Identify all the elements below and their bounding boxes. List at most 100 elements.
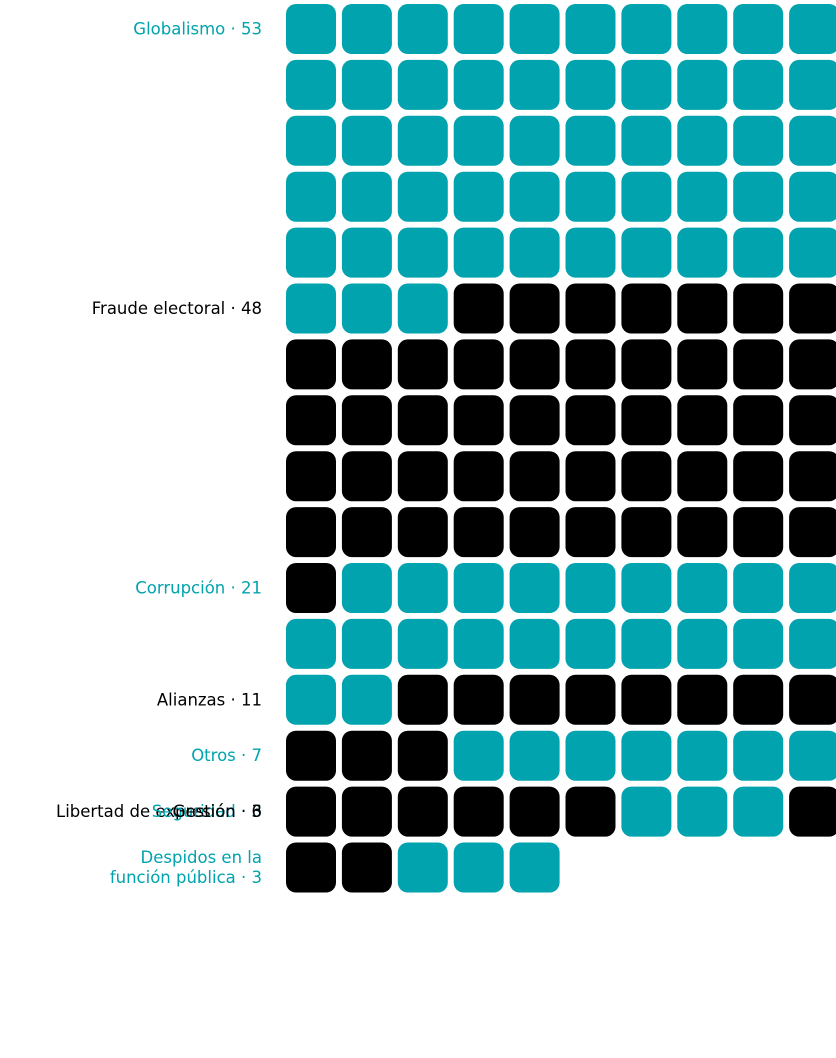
waffle-cell [565,786,616,837]
waffle-cell [509,171,560,222]
waffle-cell [789,339,836,390]
waffle-cell [397,507,448,558]
waffle-cell [789,730,836,781]
waffle-cell [341,618,392,669]
waffle-cell [453,618,504,669]
waffle-cell [397,730,448,781]
waffle-cell [621,563,672,613]
waffle-cell [453,786,504,837]
waffle-cell [621,451,672,502]
waffle-cell [621,283,672,334]
category-corrupcion [286,563,836,725]
waffle-cell [286,786,336,837]
waffle-cell [397,115,448,166]
waffle-cell [565,674,616,725]
waffle-cell [453,563,504,613]
waffle-cell [509,618,560,669]
waffle-cell [677,730,728,781]
waffle-cell [286,395,336,446]
waffle-cell [397,59,448,110]
waffle-cell [677,171,728,222]
waffle-cell [565,507,616,558]
waffle-cell [397,618,448,669]
waffle-cell [286,563,336,613]
waffle-cell [621,674,672,725]
waffle-cell [621,507,672,558]
waffle-cell [509,451,560,502]
waffle-cell [621,171,672,222]
waffle-cell [397,4,448,54]
waffle-cell [677,115,728,166]
waffle-cell [509,507,560,558]
waffle-cell [789,451,836,502]
waffle-cell [789,4,836,54]
waffle-cell [677,4,728,54]
waffle-cell [733,227,784,278]
waffle-cell [677,227,728,278]
waffle-cell [621,730,672,781]
waffle-cell [286,618,336,669]
waffle-cell [453,4,504,54]
waffle-cell [621,115,672,166]
waffle-cell [453,171,504,222]
waffle-cell [565,227,616,278]
waffle-cell [341,4,392,54]
waffle-cell [677,563,728,613]
category-fraude-electoral [286,283,836,613]
waffle-cell [453,339,504,390]
waffle-cell [509,730,560,781]
waffle-cell [286,283,336,334]
waffle-cell [341,674,392,725]
category-label: Despidos en la función pública · 3 [110,848,262,887]
waffle-cell [453,115,504,166]
waffle-cell [341,786,392,837]
waffle-cell [789,786,836,837]
waffle-cell [286,842,336,893]
category-seguridad [621,786,784,837]
waffle-cell [397,786,448,837]
waffle-cell [733,395,784,446]
waffle-cell [565,339,616,390]
waffle-cell [789,171,836,222]
waffle-cell [789,563,836,613]
waffle-cell [565,59,616,110]
waffle-cell [677,339,728,390]
waffle-cell [733,4,784,54]
category-label-line: función pública · 3 [110,868,262,887]
waffle-cell [286,730,336,781]
waffle-cell [286,674,336,725]
waffle-cell [341,339,392,390]
waffle-cell [677,451,728,502]
waffle-cell [677,283,728,334]
waffle-cell [341,563,392,613]
waffle-cell [341,730,392,781]
waffle-cell [677,507,728,558]
waffle-cell [397,283,448,334]
waffle-cell [621,4,672,54]
waffle-cell [397,171,448,222]
category-label: Seguridad · 3 [152,802,262,821]
waffle-cell [286,227,336,278]
waffle-cell [397,227,448,278]
waffle-cell [397,339,448,390]
waffle-cell [509,786,560,837]
category-libertad-de-expresion [286,786,616,837]
waffle-cell [341,171,392,222]
waffle-cell [397,395,448,446]
waffle-cell [397,451,448,502]
waffle-cell [453,227,504,278]
category-label: Otros · 7 [191,746,262,765]
waffle-cell [453,451,504,502]
category-label: Fraude electoral · 48 [92,299,262,318]
waffle-cell [621,59,672,110]
waffle-cell [509,115,560,166]
waffle-cell [733,171,784,222]
waffle-cell [341,227,392,278]
waffle-cell [341,283,392,334]
waffle-cell [286,171,336,222]
waffle-cell [565,618,616,669]
waffle-cell [509,283,560,334]
waffle-cell [565,115,616,166]
category-gestion [286,786,836,893]
waffle-cell [453,507,504,558]
